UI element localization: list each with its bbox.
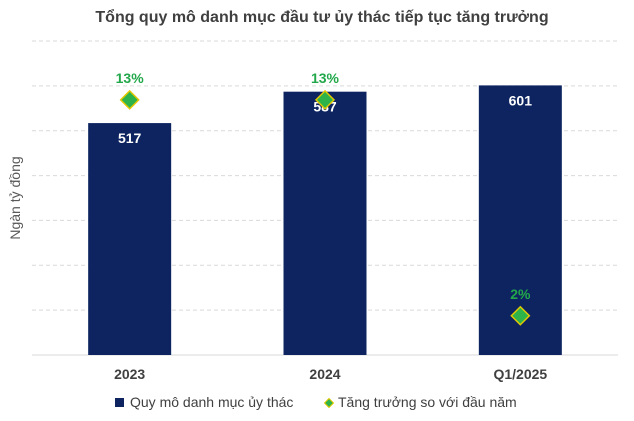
- legend-diamond-icon: [323, 397, 335, 409]
- growth-value-label: 2%: [510, 286, 531, 302]
- chart-title: Tổng quy mô danh mục đầu tư ủy thác tiếp…: [95, 8, 548, 26]
- growth-marker-2023: [119, 89, 140, 110]
- legend-growth-label: Tăng trưởng so với đầu năm: [338, 394, 517, 410]
- x-tick-label: Q1/2025: [493, 366, 547, 382]
- growth-value-label: 13%: [116, 70, 145, 86]
- bar-value-label: 601: [509, 92, 533, 108]
- growth-value-label: 13%: [311, 70, 340, 86]
- growth-marker-Q1/2025: [510, 305, 531, 326]
- legend: Quy mô danh mục ủy thác Tăng trưởng so v…: [115, 394, 517, 410]
- bar-series: 517587601: [88, 85, 562, 356]
- bar-value-label: 517: [118, 130, 142, 146]
- bar-2024: [283, 91, 367, 355]
- legend-bar-swatch: [115, 398, 124, 407]
- legend-bar-label: Quy mô danh mục ủy thác: [130, 394, 293, 410]
- growth-marker-2024: [314, 89, 336, 110]
- x-tick-label: 2023: [114, 366, 145, 382]
- x-axis-ticks: 2023 2024 Q1/2025: [114, 366, 547, 382]
- bar-2023: [88, 123, 172, 356]
- y-axis-label: Ngàn tỷ đồng: [7, 156, 23, 239]
- growth-series: 13% 13% 2%: [116, 70, 531, 326]
- x-tick-label: 2024: [309, 366, 340, 382]
